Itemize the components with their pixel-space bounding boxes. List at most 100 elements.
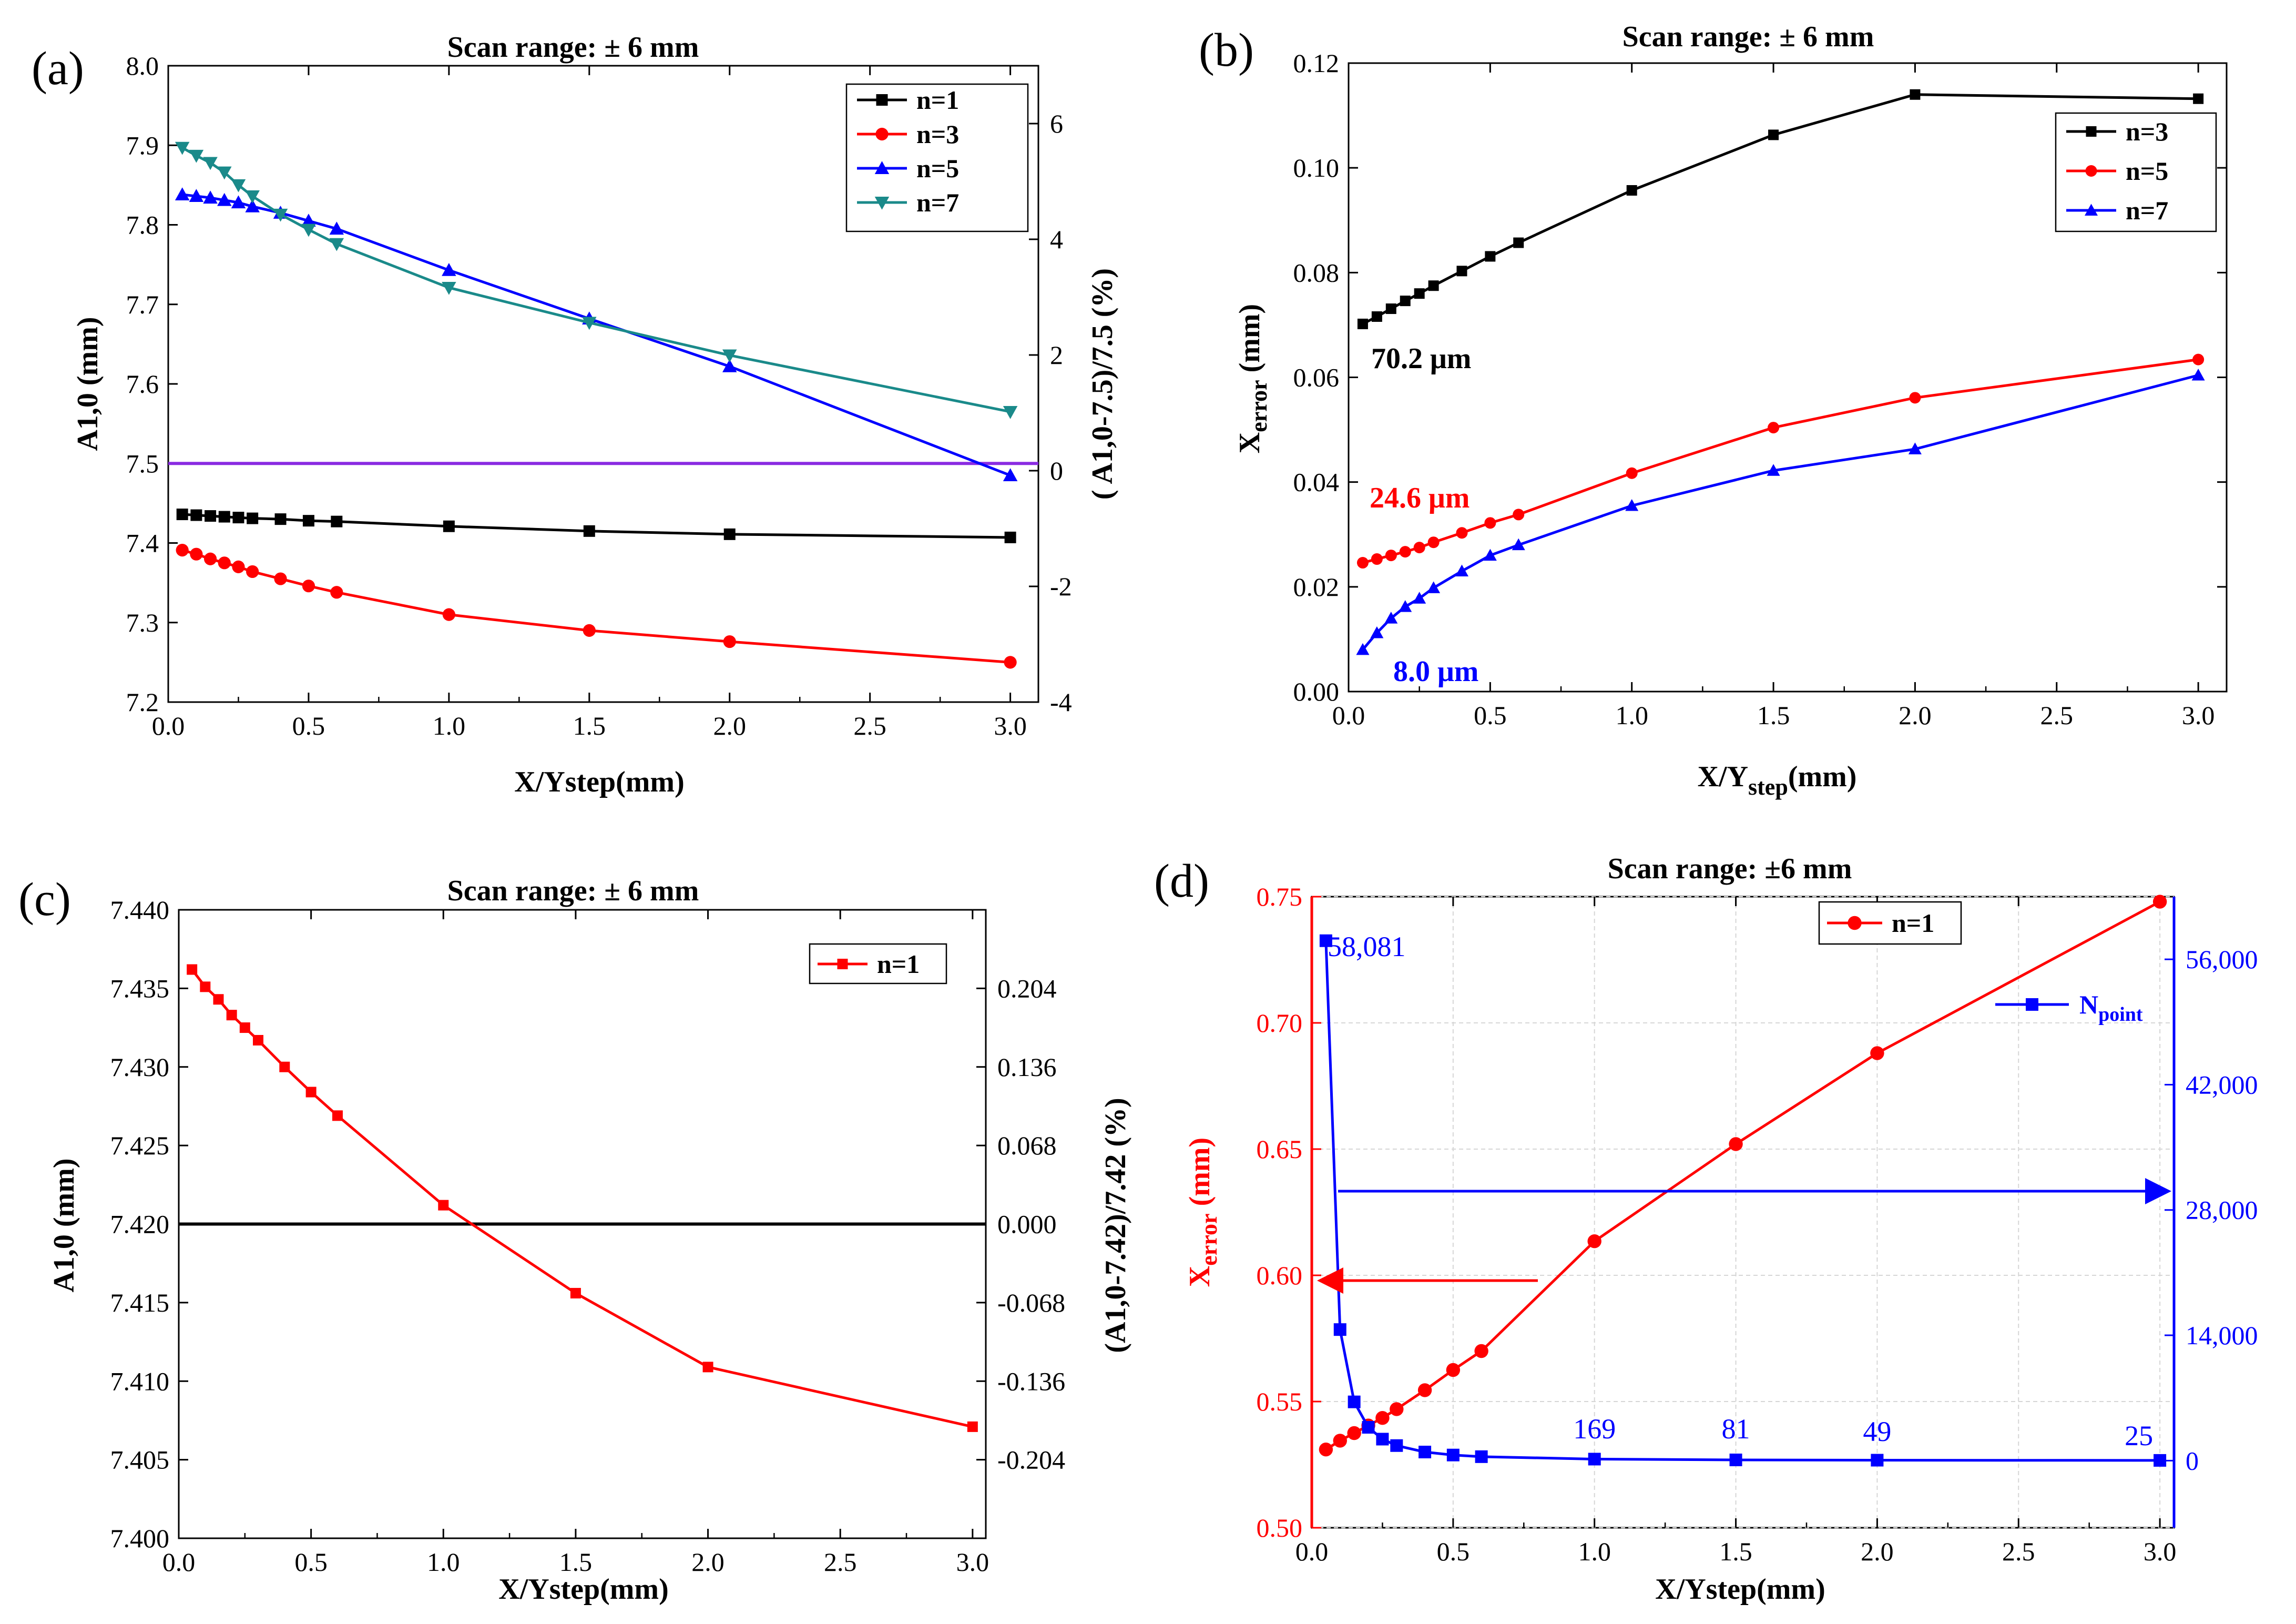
data-point-1-8 <box>1475 1450 1488 1463</box>
data-point-0-10 <box>570 1287 581 1298</box>
data-point-0-6 <box>1456 266 1467 277</box>
data-point-2-2 <box>203 190 218 204</box>
data-point-2-3 <box>217 192 232 206</box>
panel-c-xlabel: X/Ystep(mm) <box>498 1573 668 1606</box>
data-point-0-11 <box>723 528 736 540</box>
panel-b-annotation-blue: 8.0 μm <box>1393 655 1478 688</box>
panel-b-annotation-red: 24.6 μm <box>1370 482 1470 514</box>
data-point-3-0 <box>175 141 190 155</box>
data-point-3-7 <box>301 224 316 237</box>
data-point-3-3 <box>217 166 232 180</box>
y2-tick-label: 0 <box>1050 456 1063 485</box>
data-point-3-12 <box>1003 405 1018 419</box>
y-tick-label: 7.2 <box>126 687 159 717</box>
data-point-0-8 <box>1474 1344 1488 1358</box>
y-tick-label: 7.410 <box>110 1366 170 1396</box>
y-tick-label: 7.400 <box>110 1524 170 1553</box>
data-point-3-1 <box>189 149 204 163</box>
data-point-0-4 <box>1375 1411 1390 1425</box>
legend-marker-0 <box>876 94 888 106</box>
npoint-label-1: 169 <box>1573 1413 1616 1445</box>
data-point-0-1 <box>200 981 211 992</box>
y2-tick-label: 0.068 <box>997 1131 1057 1160</box>
data-point-1-2 <box>1348 1395 1361 1408</box>
x-tick-label: 1.5 <box>1719 1537 1752 1566</box>
npoint-label-4: 25 <box>2125 1420 2153 1452</box>
y-tick-label: 0.75 <box>1257 882 1303 911</box>
data-point-1-10 <box>1729 1453 1742 1466</box>
data-point-1-4 <box>1376 1433 1389 1446</box>
data-point-0-1 <box>1371 311 1382 322</box>
data-point-0-7 <box>305 1087 317 1098</box>
data-point-0-6 <box>1417 1383 1432 1397</box>
y-tick-label: 0.70 <box>1257 1008 1303 1038</box>
panel-c-ticks: 0.0 0.5 1.0 1.5 2.0 2.5 3.0 7.400 7.405 7.410 7.41… <box>110 895 1066 1577</box>
data-point-1-6 <box>274 572 287 585</box>
data-point-0-6 <box>279 1061 290 1072</box>
panel-b-ticks: 0.0 0.5 1.0 1.5 2.0 2.5 3.0 0.00 0.02 0.04 0.06 0.0… <box>1293 48 2227 730</box>
x-tick-label: 3.0 <box>994 711 1027 740</box>
data-point-0-7 <box>1446 1363 1461 1377</box>
panel-b-legend: n=3 n=5 n=7 <box>2055 112 2217 232</box>
data-point-0-2 <box>1385 303 1396 314</box>
legend-label-3: n=7 <box>916 188 959 217</box>
legend-label-2: n=7 <box>2126 196 2168 225</box>
legend-label-0: n=1 <box>916 85 959 115</box>
data-point-0-5 <box>252 1034 263 1046</box>
data-point-2-3 <box>1399 600 1412 612</box>
data-point-2-8 <box>1512 538 1525 551</box>
data-point-2-2 <box>1384 612 1398 624</box>
panel-a-xlabel: X/Ystep(mm) <box>514 766 684 798</box>
data-point-2-4 <box>231 195 246 209</box>
x-tick-label: 1.5 <box>573 711 606 740</box>
data-point-1-9 <box>1588 1453 1601 1466</box>
data-point-1-4 <box>232 560 245 573</box>
y-tick-label: 8.0 <box>126 51 159 80</box>
panel-d-ylabel: Xerror (mm) <box>1183 1138 1222 1287</box>
legend-label-0: n=1 <box>1892 908 1934 938</box>
data-point-2-9 <box>1625 499 1639 511</box>
data-point-0-3 <box>226 1010 237 1021</box>
data-point-0-9 <box>1587 1234 1601 1249</box>
x-tick-label: 1.5 <box>559 1547 593 1577</box>
panel-b-annotation-black: 70.2 μm <box>1371 342 1471 375</box>
x-tick-label: 2.5 <box>824 1547 857 1577</box>
data-point-1-11 <box>1909 392 1921 404</box>
panel-b: (b) Scan range: ± 6 mm X/Ystep(mm) Xerro… <box>1199 21 2228 800</box>
panel-d-marks: 58,081 169 81 49 25 <box>1319 895 2167 1467</box>
x-tick-label: 0.0 <box>162 1547 196 1577</box>
panel-b-ylabel: Xerror (mm) <box>1233 304 1272 453</box>
data-point-0-0 <box>1357 318 1368 329</box>
data-point-0-2 <box>205 510 217 522</box>
x-tick-label: 0.0 <box>1295 1537 1329 1566</box>
data-point-0-12 <box>2152 895 2167 909</box>
y-tick-label: 0.10 <box>1293 153 1340 182</box>
data-point-1-2 <box>1385 550 1397 562</box>
data-point-0-8 <box>331 515 343 527</box>
panel-c-label: (c) <box>18 874 71 926</box>
data-point-2-10 <box>1767 464 1780 476</box>
y-tick-label: 0.06 <box>1293 363 1340 392</box>
data-point-1-10 <box>1768 422 1780 434</box>
panel-b-xlabel: X/Ystep(mm) <box>1698 760 1857 800</box>
y2-tick-label: 6 <box>1050 109 1063 138</box>
data-point-0-8 <box>332 1110 343 1121</box>
data-point-1-0 <box>1319 934 1332 947</box>
panel-a-ticks: 0.0 0.5 1.0 1.5 2.0 2.5 3.0 7.2 7.3 7.4 7.5 7.6 7.7 7… <box>126 51 1072 740</box>
x-tick-label: 0.5 <box>1437 1537 1470 1566</box>
y2-tick-label: 14,000 <box>2186 1321 2258 1350</box>
data-point-1-2 <box>203 552 217 565</box>
data-point-0-2 <box>1347 1426 1361 1440</box>
x-tick-label: 2.0 <box>1899 701 1932 730</box>
data-point-0-5 <box>1390 1402 1404 1416</box>
panel-c-legend: n=1 <box>809 943 947 984</box>
data-point-1-1 <box>1333 1323 1346 1336</box>
y2-tick-label: -2 <box>1050 572 1072 601</box>
data-point-1-12 <box>2154 1454 2167 1467</box>
data-point-1-7 <box>1446 1448 1460 1461</box>
y-tick-label: 7.435 <box>110 973 170 1003</box>
panel-d-xlabel: X/Ystep(mm) <box>1655 1573 1825 1606</box>
data-point-1-11 <box>723 635 736 648</box>
x-tick-label: 1.0 <box>1578 1537 1611 1566</box>
